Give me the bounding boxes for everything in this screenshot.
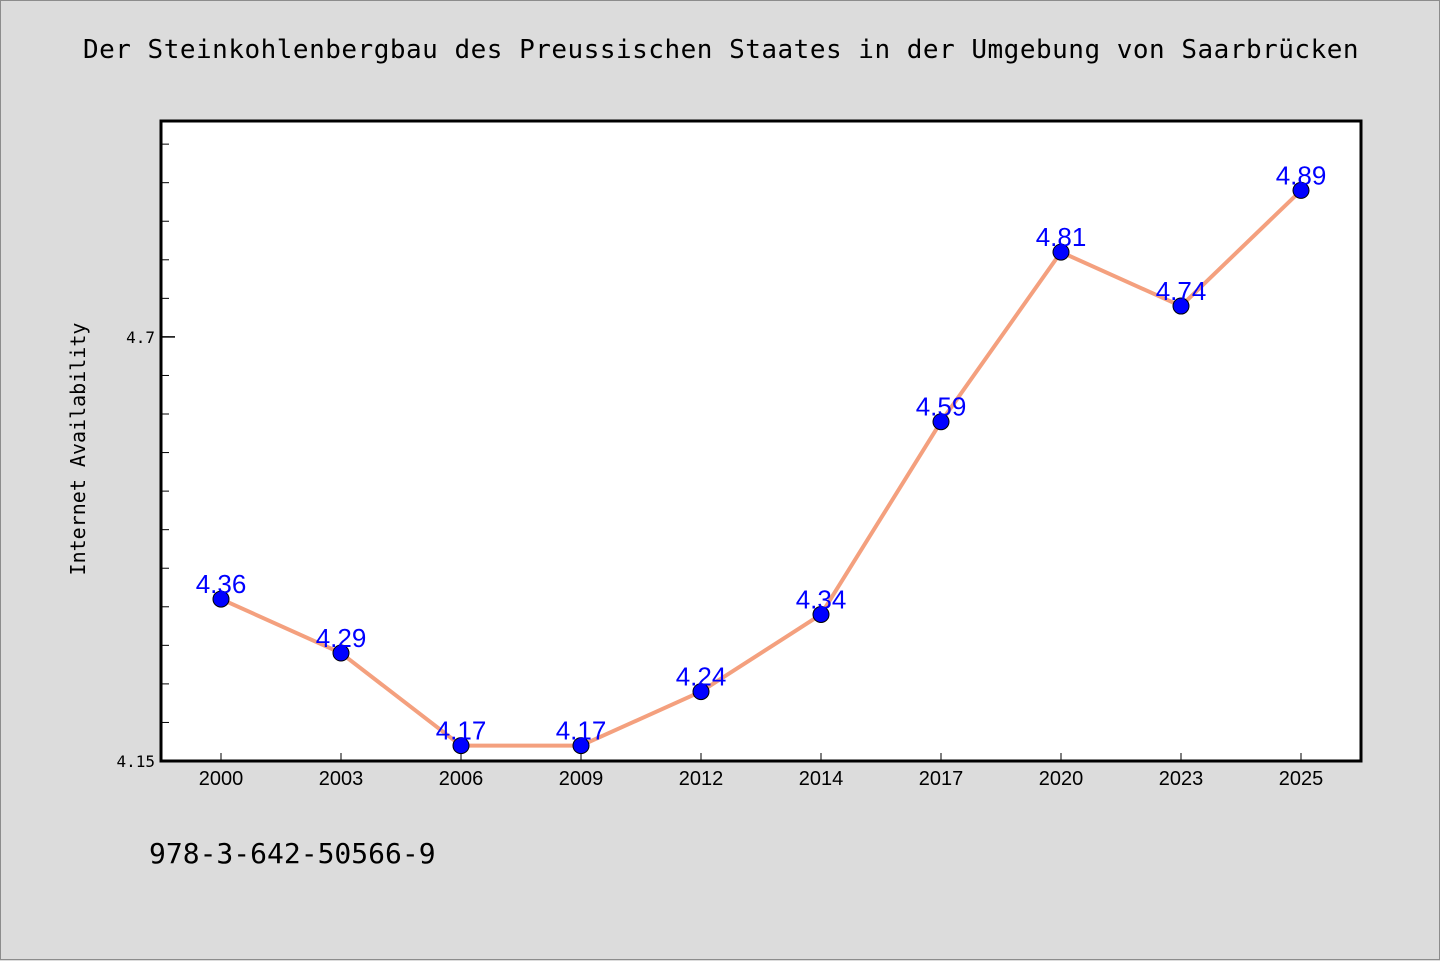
data-point	[332, 644, 350, 662]
data-label: 4.89	[1276, 160, 1327, 190]
x-tick-label: 2003	[319, 768, 364, 790]
series-line	[220, 188, 1303, 748]
data-label: 4.74	[1156, 276, 1207, 306]
chart-title: Der Steinkohlenbergbau des Preussischen …	[82, 35, 1360, 65]
x-tick-label: 2023	[1159, 768, 1204, 790]
data-label: 4.34	[796, 584, 847, 614]
x-tick-label: 2000	[199, 768, 244, 790]
data-point	[1052, 243, 1070, 261]
data-label: 4.29	[316, 623, 367, 653]
data-point	[692, 683, 710, 701]
isbn-text: 978-3-642-50566-9	[149, 837, 436, 870]
x-tick-label: 2009	[559, 768, 604, 790]
data-point	[1172, 297, 1190, 315]
plot-area	[161, 121, 1361, 761]
data-label: 4.17	[556, 716, 607, 746]
y-tick-label: 4.7	[126, 328, 155, 347]
data-points	[212, 181, 1310, 755]
data-point	[572, 737, 590, 755]
x-tick-label: 2025	[1279, 768, 1324, 790]
x-axis: 2000 2003 2006 2009 2012 2014 2017 2020 2023 2025	[199, 753, 1324, 790]
data-point	[452, 737, 470, 755]
data-label: 4.36	[196, 569, 247, 599]
data-label: 4.59	[916, 392, 967, 422]
x-tick-label: 2014	[799, 768, 844, 790]
data-labels: 4.36 4.29 4.17 4.17 4.24 4.34 4.59 4.81 4.74 4.89	[196, 160, 1327, 745]
plot-border	[159, 119, 1363, 763]
y-tick-label: 4.15	[116, 752, 155, 771]
data-point	[932, 413, 950, 431]
x-tick-label: 2006	[439, 768, 484, 790]
data-label: 4.81	[1036, 222, 1087, 252]
data-point	[812, 605, 830, 623]
x-tick-label: 2012	[679, 768, 724, 790]
data-point	[1292, 181, 1310, 199]
x-tick-label: 2020	[1039, 768, 1084, 790]
x-tick-label: 2017	[919, 768, 964, 790]
data-label: 4.24	[676, 662, 727, 692]
data-label: 4.17	[436, 716, 487, 746]
data-point	[212, 590, 230, 608]
y-axis-label: Internet Availability	[66, 322, 90, 576]
